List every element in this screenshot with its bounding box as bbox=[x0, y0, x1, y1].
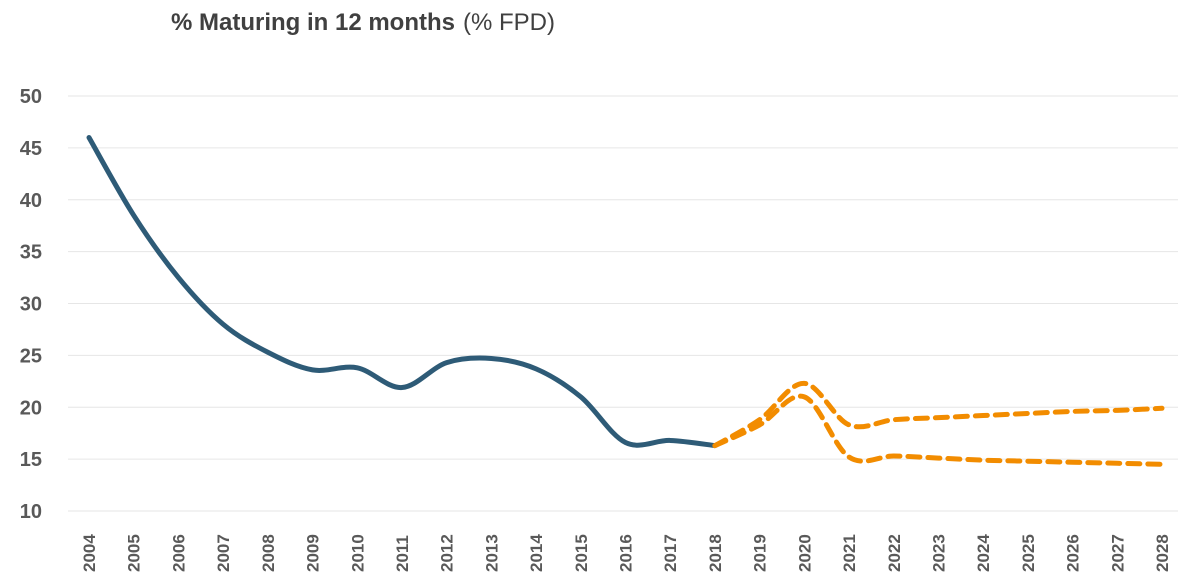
y-tick-label: 15 bbox=[20, 449, 42, 471]
x-tick-label: 2026 bbox=[1064, 534, 1083, 572]
y-tick-label: 20 bbox=[20, 397, 42, 419]
x-tick-label: 2011 bbox=[393, 535, 412, 572]
x-tick-label: 2016 bbox=[617, 534, 636, 572]
line bbox=[86, 135, 718, 449]
x-tick-label: 2012 bbox=[438, 534, 457, 572]
x-tick-label: 2028 bbox=[1153, 534, 1172, 572]
line bbox=[712, 380, 1165, 449]
chart-subtitle: (% FPD) bbox=[463, 9, 555, 36]
x-tick-label: 2020 bbox=[795, 534, 814, 572]
x-tick-label: 2006 bbox=[169, 534, 188, 572]
x-tick-label: 2009 bbox=[304, 534, 323, 572]
x-tick-label: 2022 bbox=[885, 534, 904, 572]
x-tick-label: 2017 bbox=[661, 534, 680, 572]
x-tick-label: 2019 bbox=[751, 534, 770, 572]
y-tick-label: 40 bbox=[20, 190, 42, 212]
y-tick-label: 25 bbox=[20, 345, 42, 367]
x-tick-label: 2018 bbox=[706, 534, 725, 572]
x-tick-label: 2008 bbox=[259, 534, 278, 572]
x-tick-label: 2010 bbox=[348, 534, 367, 572]
chart-title: % Maturing in 12 months bbox=[171, 9, 455, 36]
x-tick-label: 2015 bbox=[572, 534, 591, 572]
x-tick-label: 2007 bbox=[214, 534, 233, 572]
x-tick-label: 2023 bbox=[929, 534, 948, 572]
x-tick-label: 2013 bbox=[482, 534, 501, 572]
line bbox=[712, 393, 1165, 467]
y-tick-label: 50 bbox=[20, 86, 42, 108]
y-tick-label: 10 bbox=[20, 501, 42, 523]
y-tick-label: 35 bbox=[20, 242, 42, 264]
x-tick-label: 2024 bbox=[974, 534, 993, 572]
y-tick-label: 30 bbox=[20, 294, 42, 316]
x-tick-label: 2021 bbox=[840, 534, 859, 572]
x-tick-label: 2005 bbox=[125, 534, 144, 572]
x-tick-label: 2004 bbox=[80, 534, 99, 572]
x-tick-label: 2014 bbox=[527, 534, 546, 572]
y-tick-label: 45 bbox=[20, 138, 42, 160]
x-tick-label: 2025 bbox=[1019, 534, 1038, 572]
x-tick-label: 2027 bbox=[1108, 534, 1127, 572]
